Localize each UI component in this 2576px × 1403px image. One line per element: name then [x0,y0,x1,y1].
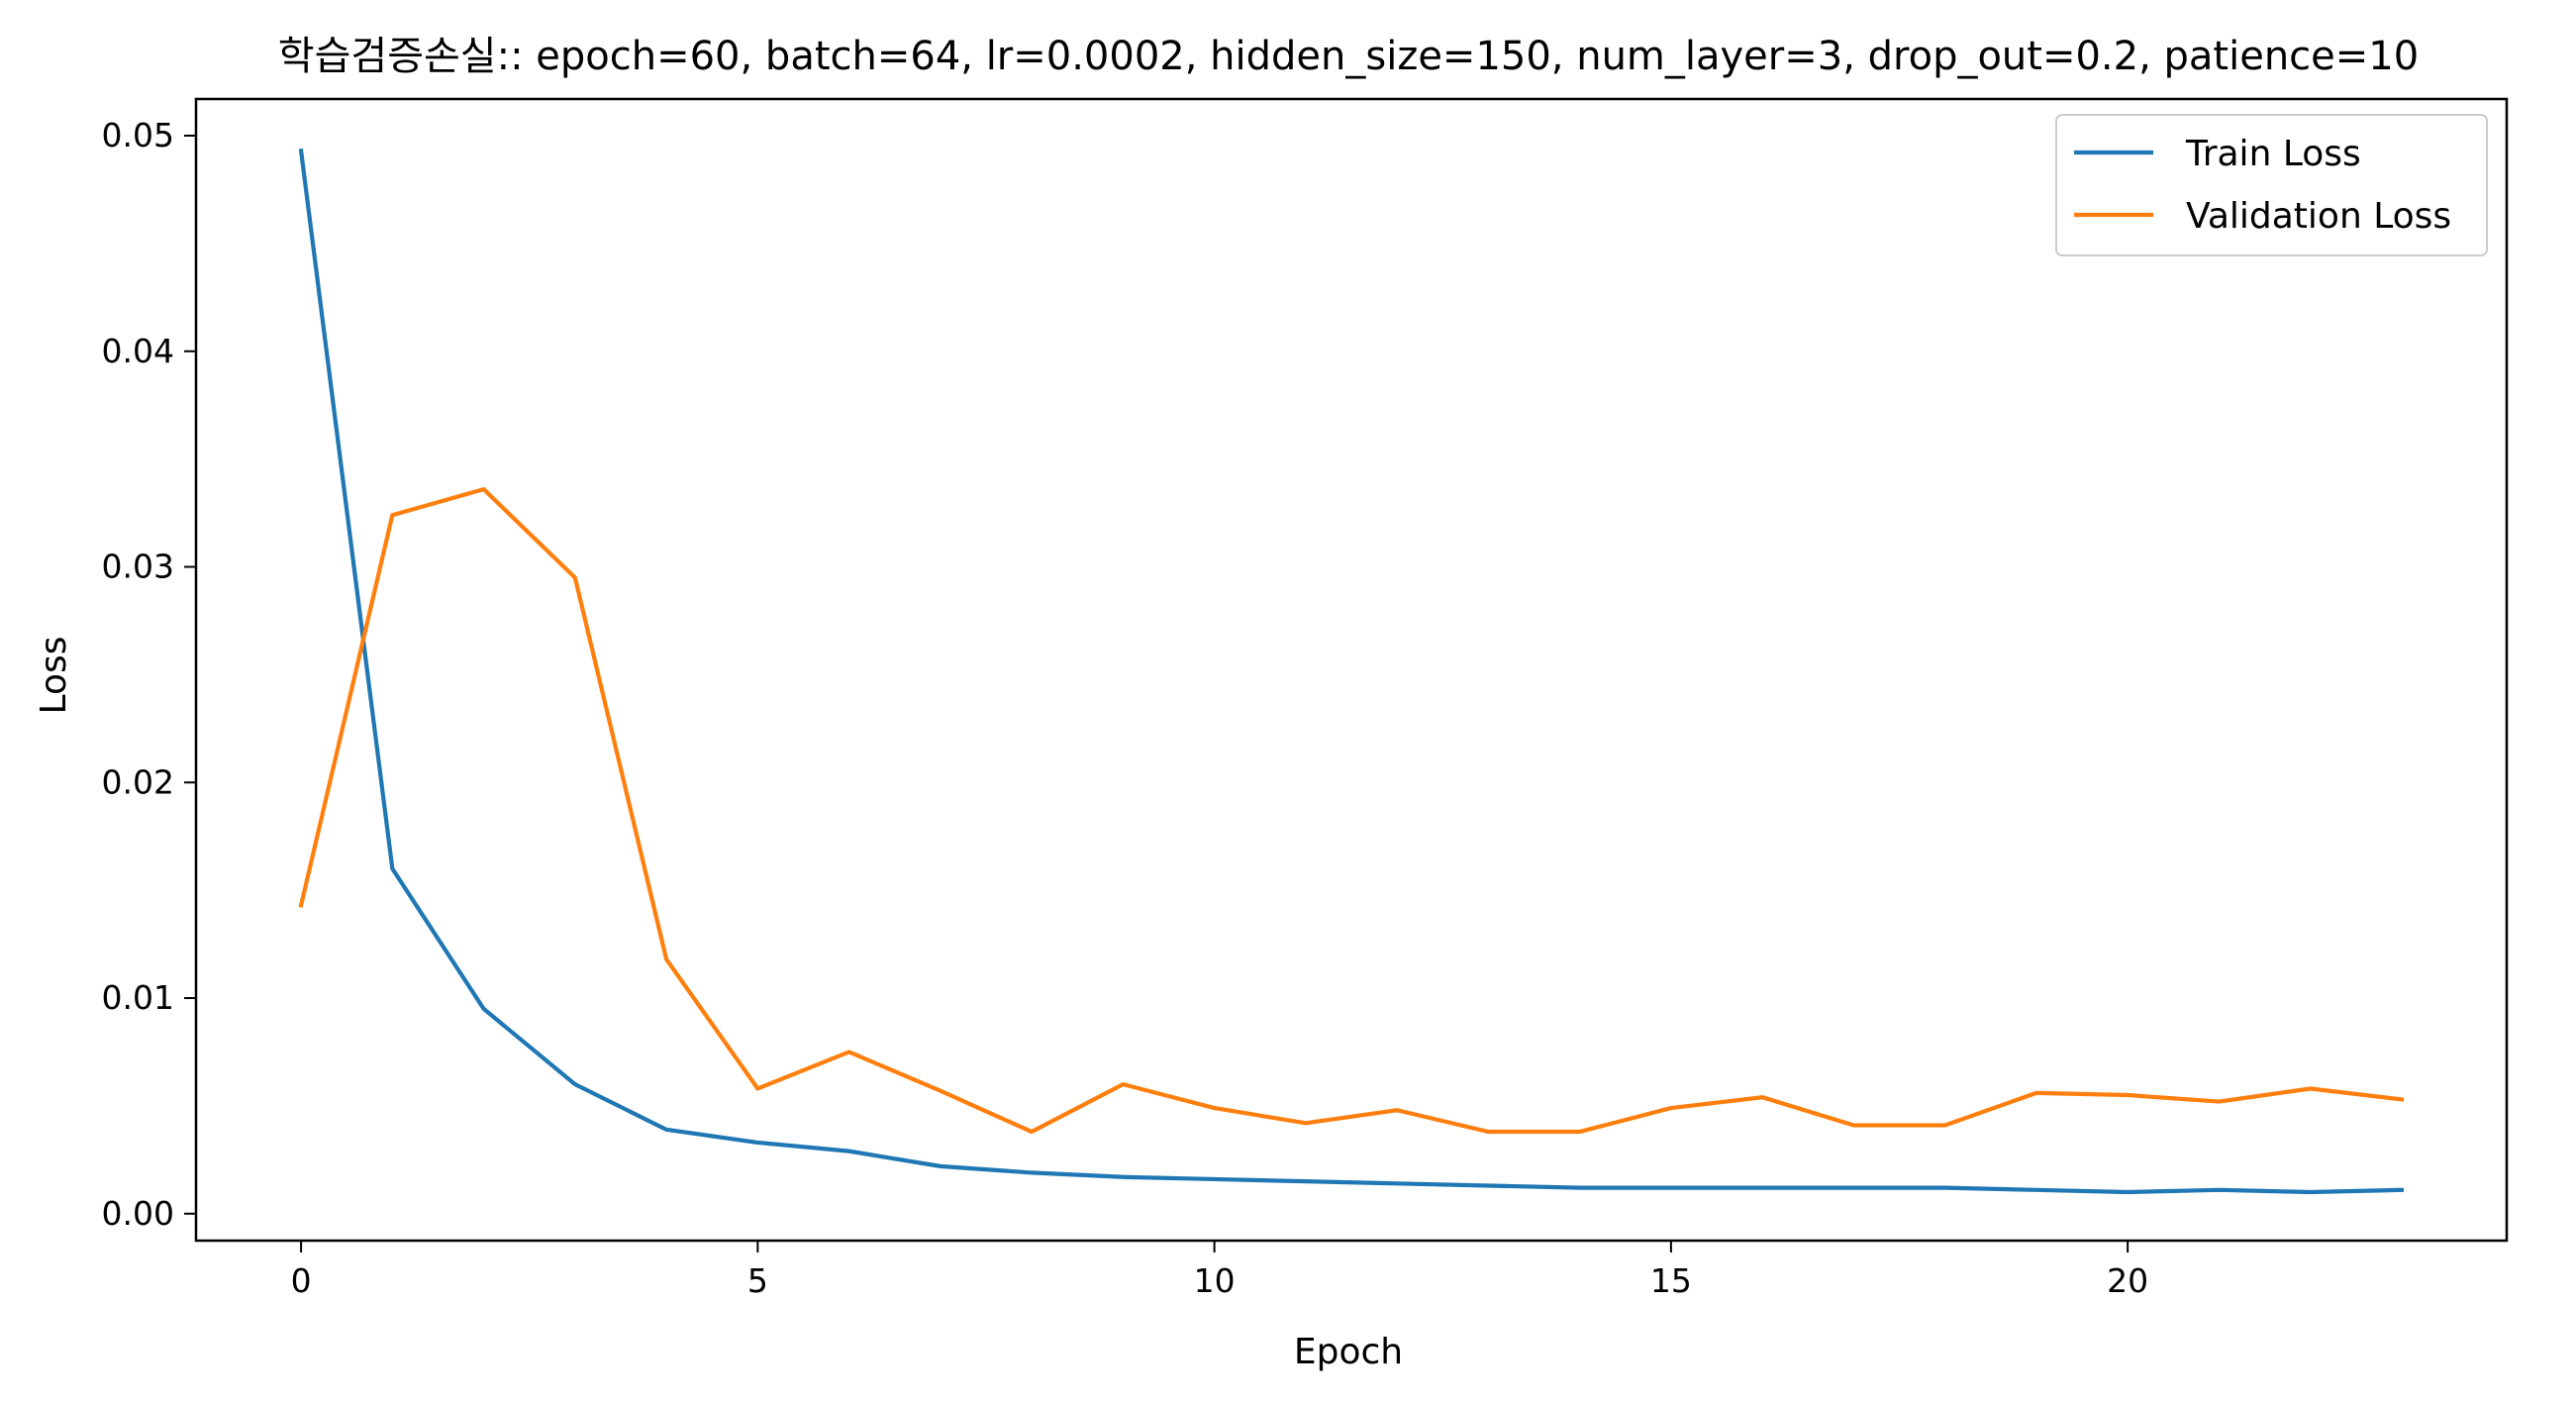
chart-title: 학습검증손실:: epoch=60, batch=64, lr=0.0002, … [278,34,2419,79]
y-tick-label: 0.05 [102,116,174,154]
x-tick-label: 5 [747,1261,768,1300]
plot-frame [194,97,2509,1243]
legend: Train Loss Validation Loss [2055,114,2488,256]
series-line-0 [298,148,2405,1195]
x-axis-label: Epoch [1294,1332,1403,1372]
legend-label: Validation Loss [2186,196,2451,237]
x-tick-label: 0 [291,1261,312,1300]
series-layer [298,148,2405,1195]
y-tick-label: 0.00 [102,1194,174,1233]
x-tick-label: 15 [1650,1261,1692,1300]
x-tick-label: 20 [2107,1261,2148,1300]
plot-area [194,97,2509,1243]
y-axis: 0.00 0.01 0.02 0.03 0.04 0.05 [102,116,196,1233]
legend-box [2055,114,2488,256]
series-line-1 [298,487,2405,1135]
y-tick-label: 0.03 [102,548,174,586]
y-tick-label: 0.01 [102,978,174,1017]
x-tick-label: 10 [1194,1261,1236,1300]
y-tick-label: 0.02 [102,762,174,801]
x-axis: 0 5 10 15 20 [291,1241,2148,1300]
y-axis-label: Loss [34,637,74,715]
legend-label: Train Loss [2185,134,2361,174]
y-tick-label: 0.04 [102,332,174,370]
